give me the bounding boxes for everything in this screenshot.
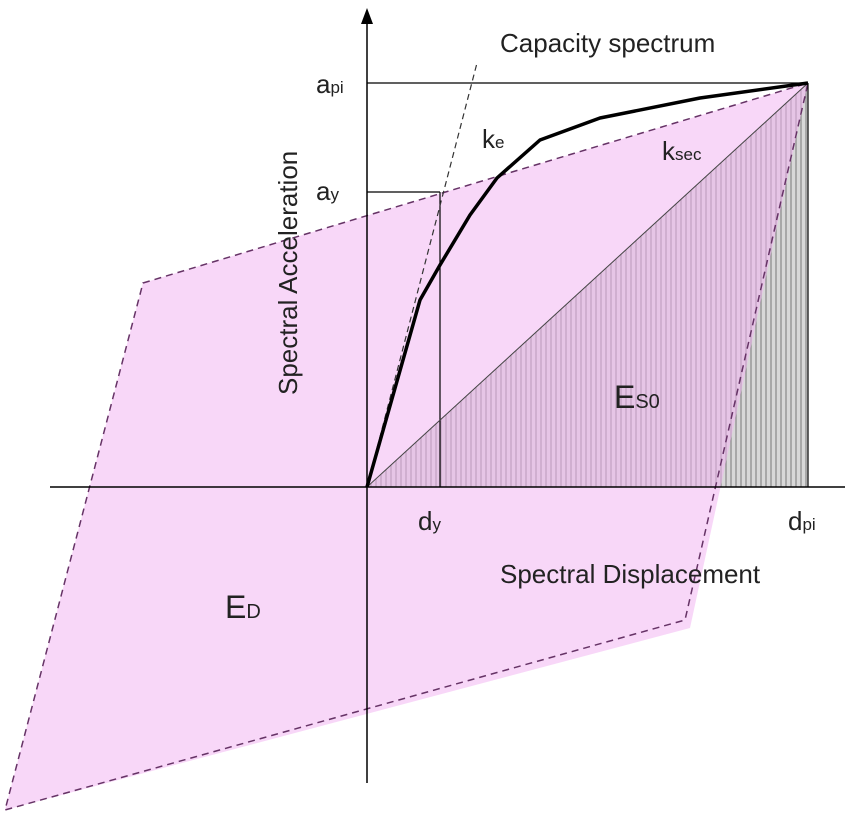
label-ed: ED — [225, 589, 261, 625]
title: Capacity spectrum — [500, 28, 715, 58]
label-ksec: ksec — [662, 136, 702, 166]
label-es0: ES0 — [614, 379, 660, 415]
label-ke: ke — [482, 124, 504, 154]
label-ay: ay — [316, 176, 339, 206]
y-axis-label: Spectral Acceleration — [273, 151, 303, 395]
x-axis-label: Spectral Displacement — [500, 559, 761, 589]
label-dy: dy — [418, 506, 441, 536]
hysteresis-loop — [3, 81, 810, 812]
capacity-curve — [365, 81, 809, 488]
axis-arrow — [361, 8, 373, 24]
label-dpi: dpi — [788, 506, 816, 536]
label-api: api — [316, 69, 344, 99]
secant-line — [366, 82, 809, 488]
